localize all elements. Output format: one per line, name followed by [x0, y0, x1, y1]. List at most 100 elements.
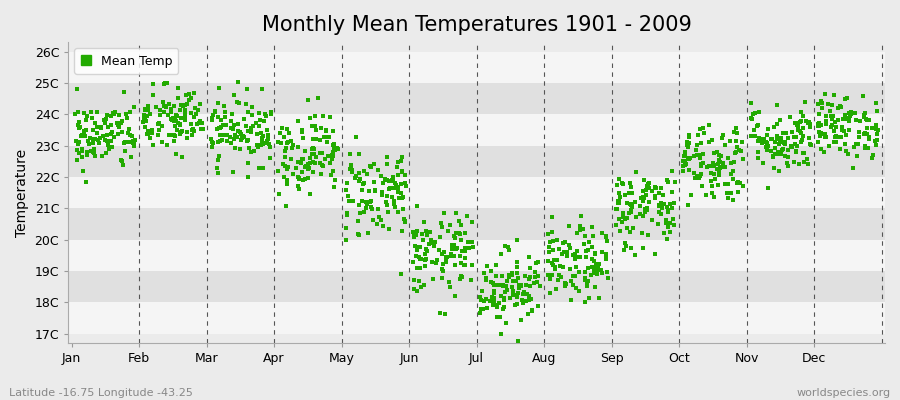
Point: [551, 277, 565, 283]
Point: [639, 192, 653, 198]
Point: [319, 156, 333, 162]
Point: [376, 180, 391, 186]
Point: [508, 302, 522, 308]
Point: [301, 175, 315, 181]
Point: [831, 117, 845, 123]
Point: [789, 122, 804, 128]
Point: [743, 115, 758, 121]
Point: [177, 113, 192, 120]
Bar: [68, 146, 885, 177]
Point: [179, 92, 194, 98]
Point: [647, 184, 662, 190]
Point: [767, 124, 781, 130]
Point: [475, 306, 490, 312]
Point: [340, 192, 355, 199]
Point: [487, 295, 501, 302]
Point: [811, 138, 825, 145]
Point: [445, 243, 459, 249]
Point: [449, 230, 464, 236]
Point: [174, 131, 188, 138]
Point: [224, 140, 238, 146]
Point: [635, 188, 650, 194]
Point: [796, 125, 811, 132]
Point: [386, 178, 400, 184]
Point: [506, 288, 520, 294]
Point: [164, 116, 178, 122]
Point: [391, 172, 405, 178]
Point: [464, 219, 479, 226]
Point: [109, 120, 123, 126]
Point: [189, 121, 203, 128]
Point: [665, 205, 680, 212]
Point: [652, 190, 666, 196]
Point: [193, 101, 207, 107]
Point: [510, 338, 525, 344]
Point: [395, 206, 410, 212]
Point: [476, 298, 491, 304]
Point: [381, 209, 395, 216]
Point: [323, 160, 338, 166]
Point: [155, 123, 169, 129]
Point: [624, 207, 638, 213]
Point: [612, 176, 626, 182]
Point: [624, 209, 638, 216]
Point: [752, 149, 766, 156]
Point: [256, 164, 270, 171]
Point: [73, 124, 87, 130]
Point: [824, 124, 839, 130]
Point: [811, 120, 825, 127]
Point: [166, 115, 180, 122]
Point: [116, 89, 130, 96]
Point: [108, 109, 122, 115]
Point: [771, 151, 786, 157]
Point: [813, 133, 827, 139]
Point: [778, 153, 793, 160]
Point: [616, 210, 631, 217]
Point: [814, 130, 829, 136]
Point: [111, 130, 125, 137]
Point: [763, 136, 778, 142]
Point: [76, 110, 91, 116]
Point: [523, 274, 537, 280]
Point: [99, 116, 113, 122]
Point: [261, 133, 275, 140]
Point: [284, 144, 299, 151]
Point: [826, 92, 841, 98]
Point: [796, 150, 811, 156]
Point: [757, 136, 771, 142]
Point: [617, 246, 632, 253]
Point: [510, 275, 525, 281]
Point: [731, 189, 745, 195]
Point: [595, 230, 609, 236]
Point: [435, 224, 449, 230]
Point: [214, 137, 229, 143]
Point: [240, 86, 255, 92]
Point: [554, 274, 568, 280]
Point: [549, 257, 563, 264]
Point: [164, 106, 178, 112]
Point: [840, 114, 854, 121]
Point: [218, 109, 232, 116]
Point: [858, 144, 872, 151]
Point: [359, 199, 374, 205]
Point: [393, 181, 408, 188]
Point: [519, 282, 534, 288]
Point: [502, 247, 517, 253]
Point: [370, 221, 384, 228]
Point: [582, 239, 597, 245]
Point: [331, 146, 346, 152]
Point: [829, 133, 843, 139]
Point: [87, 136, 102, 142]
Point: [76, 146, 90, 153]
Point: [747, 127, 761, 134]
Point: [505, 272, 519, 278]
Point: [544, 213, 559, 220]
Point: [244, 149, 258, 156]
Point: [579, 254, 593, 260]
Point: [212, 139, 226, 146]
Point: [494, 331, 508, 337]
Point: [718, 164, 733, 170]
Point: [676, 158, 690, 165]
Point: [498, 243, 512, 249]
Point: [226, 126, 240, 132]
